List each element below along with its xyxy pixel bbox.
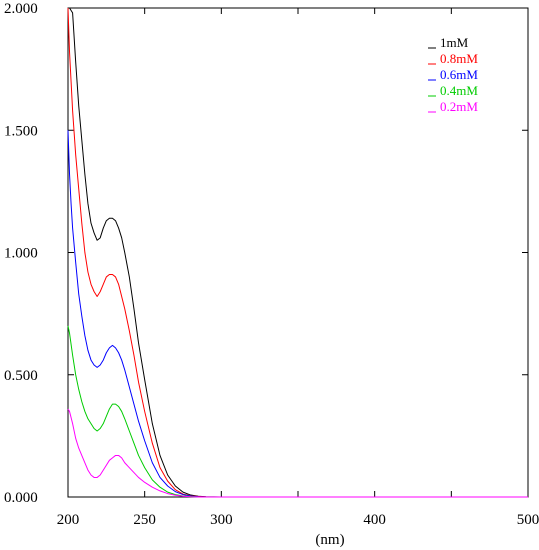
series-line <box>68 7 528 498</box>
series-lines <box>67 7 528 498</box>
legend-label: 1mM <box>440 35 469 50</box>
legend-label: 0.6mM <box>440 67 478 82</box>
legend-label: 0.4mM <box>440 83 478 98</box>
y-tick-label: 1.000 <box>4 246 38 262</box>
x-tick-label: 400 <box>363 512 386 528</box>
series-line <box>67 7 528 498</box>
series-line <box>67 130 528 498</box>
x-axis-ticks <box>67 8 529 497</box>
y-tick-label: 0.500 <box>4 368 38 384</box>
y-tick-label: 2.000 <box>4 1 38 17</box>
x-axis-label: (nm) <box>315 532 344 548</box>
y-tick-label: 0.000 <box>4 490 38 506</box>
x-tick-label: 500 <box>517 512 539 528</box>
legend-label: 0.8mM <box>440 51 478 66</box>
x-tick-label: 300 <box>210 512 233 528</box>
x-axis-tick-labels: 200 250 300 400 500 <box>57 512 539 528</box>
x-tick-label: 200 <box>57 512 80 528</box>
series-line <box>67 325 528 498</box>
y-axis-tick-labels: 0.000 0.500 1.000 1.500 2.000 <box>4 1 38 506</box>
series-line <box>67 408 528 498</box>
plot-frame <box>67 7 529 498</box>
y-tick-label: 1.500 <box>4 123 38 139</box>
legend-label: 0.2mM <box>440 99 478 114</box>
x-tick-label: 250 <box>133 512 156 528</box>
